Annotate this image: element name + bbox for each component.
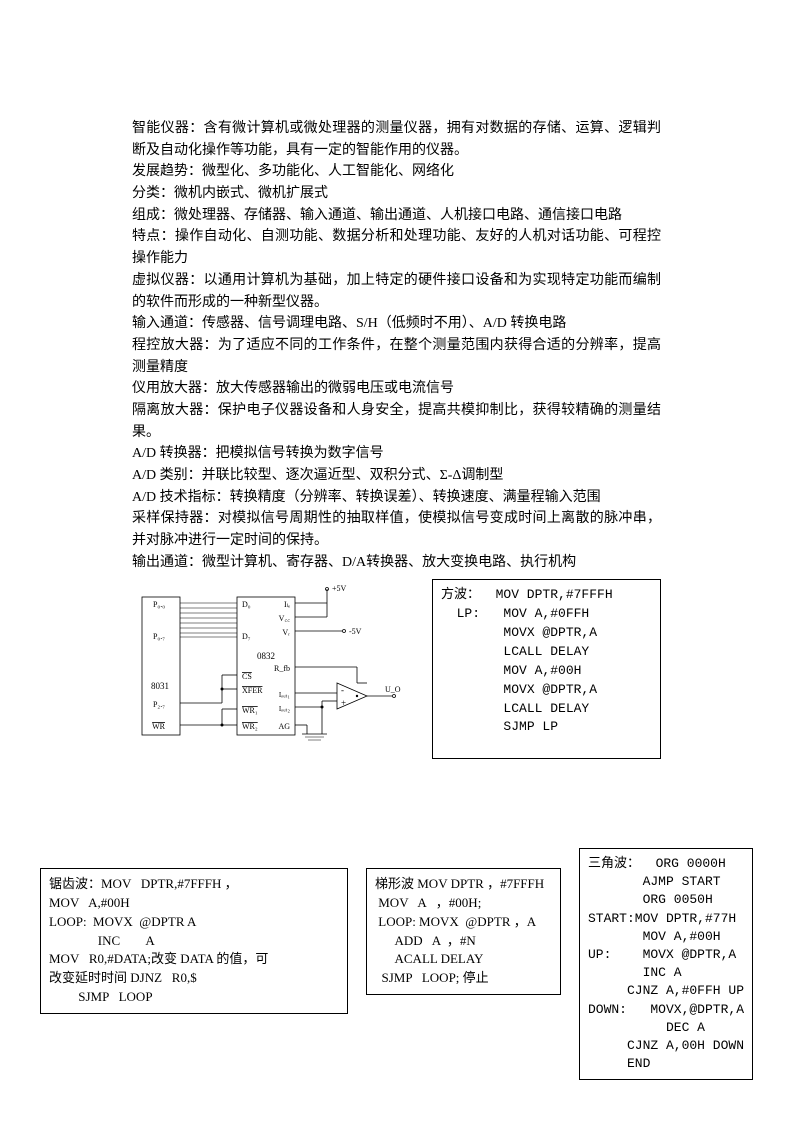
svg-text:R_fb: R_fb bbox=[274, 664, 290, 673]
svg-text:+: + bbox=[341, 698, 346, 708]
svg-text:0832: 0832 bbox=[257, 651, 275, 661]
main-text-content: 智能仪器：含有微计算机或微处理器的测量仪器，拥有对数据的存储、运算、逻辑判断及自… bbox=[132, 118, 661, 573]
svg-text:P₂.₇: P₂.₇ bbox=[153, 700, 165, 709]
svg-text:P₀.₇: P₀.₇ bbox=[153, 632, 165, 641]
svg-text:CS: CS bbox=[242, 672, 252, 681]
paragraph: 采样保持器：对模拟信号周期性的抽取样值，使模拟信号变成时间上离散的脉冲串，并对脉… bbox=[132, 508, 661, 551]
svg-text:XFER: XFER bbox=[242, 686, 263, 695]
paragraph: 特点：操作自动化、自测功能、数据分析和处理功能、友好的人机对话功能、可程控操作能… bbox=[132, 226, 661, 269]
svg-text:AG: AG bbox=[278, 722, 290, 731]
paragraph: 分类：微机内嵌式、微机扩展式 bbox=[132, 183, 661, 205]
triangle-code: 三角波： ORG 0000H AJMP START ORG 0050H STAR… bbox=[579, 848, 753, 1080]
svg-text:Iₒᵤₜ₂: Iₒᵤₜ₂ bbox=[279, 705, 291, 713]
bottom-code-boxes: 锯齿波：MOV DPTR,#7FFFH ， MOV A,#00H LOOP: M… bbox=[40, 868, 561, 1014]
svg-text:D₀: D₀ bbox=[242, 600, 251, 609]
paragraph: 输入通道：传感器、信号调理电路、S/H（低频时不用）、A/D 转换电路 bbox=[132, 313, 661, 335]
svg-text:Iₗₑ: Iₗₑ bbox=[284, 600, 290, 609]
svg-text:WR: WR bbox=[152, 722, 166, 731]
paragraph: A/D 转换器：把模拟信号转换为数字信号 bbox=[132, 443, 661, 465]
sawtooth-code: 锯齿波：MOV DPTR,#7FFFH ， MOV A,#00H LOOP: M… bbox=[40, 868, 348, 1014]
paragraph: A/D 技术指标：转换精度（分辨率、转换误差）、转换速度、满量程输入范围 bbox=[132, 487, 661, 509]
svg-text:Vᵣ: Vᵣ bbox=[282, 628, 290, 637]
svg-text:-: - bbox=[341, 685, 344, 695]
trapezoid-code: 梯形波 MOV DPTR ，#7FFFH MOV A ，#00H; LOOP: … bbox=[366, 868, 561, 995]
paragraph: 输出通道：微型计算机、寄存器、D/A转换器、放大变换电路、执行机构 bbox=[132, 552, 661, 574]
diagram-and-square-wave-row: 8031 P₀.₀ P₀.₇ P₂.₇ WR 0832 D₀ D₇ CS XFE… bbox=[132, 579, 661, 759]
paragraph: 智能仪器：含有微计算机或微处理器的测量仪器，拥有对数据的存储、运算、逻辑判断及自… bbox=[132, 118, 661, 161]
svg-text:+5V: +5V bbox=[332, 584, 347, 593]
paragraph: 隔离放大器：保护电子仪器设备和人身安全，提高共模抑制比，获得较精确的测量结果。 bbox=[132, 400, 661, 443]
paragraph: 发展趋势：微型化、多功能化、人工智能化、网络化 bbox=[132, 161, 661, 183]
svg-text:8031: 8031 bbox=[151, 681, 169, 691]
svg-text:D₇: D₇ bbox=[242, 632, 251, 641]
paragraph: 程控放大器：为了适应不同的工作条件，在整个测量范围内获得合适的分辨率，提高测量精… bbox=[132, 335, 661, 378]
svg-text:WR₁: WR₁ bbox=[242, 706, 258, 715]
paragraph: A/D 类别：并联比较型、逐次逼近型、双积分式、Σ-Δ调制型 bbox=[132, 465, 661, 487]
svg-text:Iₒᵤₜ₁: Iₒᵤₜ₁ bbox=[279, 691, 290, 699]
paragraph: 仪用放大器：放大传感器输出的微弱电压或电流信号 bbox=[132, 378, 661, 400]
paragraph: 组成：微处理器、存储器、输入通道、输出通道、人机接口电路、通信接口电路 bbox=[132, 205, 661, 227]
svg-text:P₀.₀: P₀.₀ bbox=[153, 600, 165, 609]
circuit-diagram: 8031 P₀.₀ P₀.₇ P₂.₇ WR 0832 D₀ D₇ CS XFE… bbox=[132, 579, 402, 759]
svg-text:WR₂: WR₂ bbox=[242, 722, 258, 731]
square-wave-code: 方波： MOV DPTR,#7FFFH LP: MOV A,#0FFH MOVX… bbox=[432, 579, 661, 759]
svg-text:V꜀꜀: V꜀꜀ bbox=[279, 614, 291, 623]
svg-text:U_O: U_O bbox=[385, 685, 401, 694]
svg-text:-5V: -5V bbox=[349, 627, 362, 636]
paragraph: 虚拟仪器：以通用计算机为基础，加上特定的硬件接口设备和为实现特定功能而编制的软件… bbox=[132, 270, 661, 313]
